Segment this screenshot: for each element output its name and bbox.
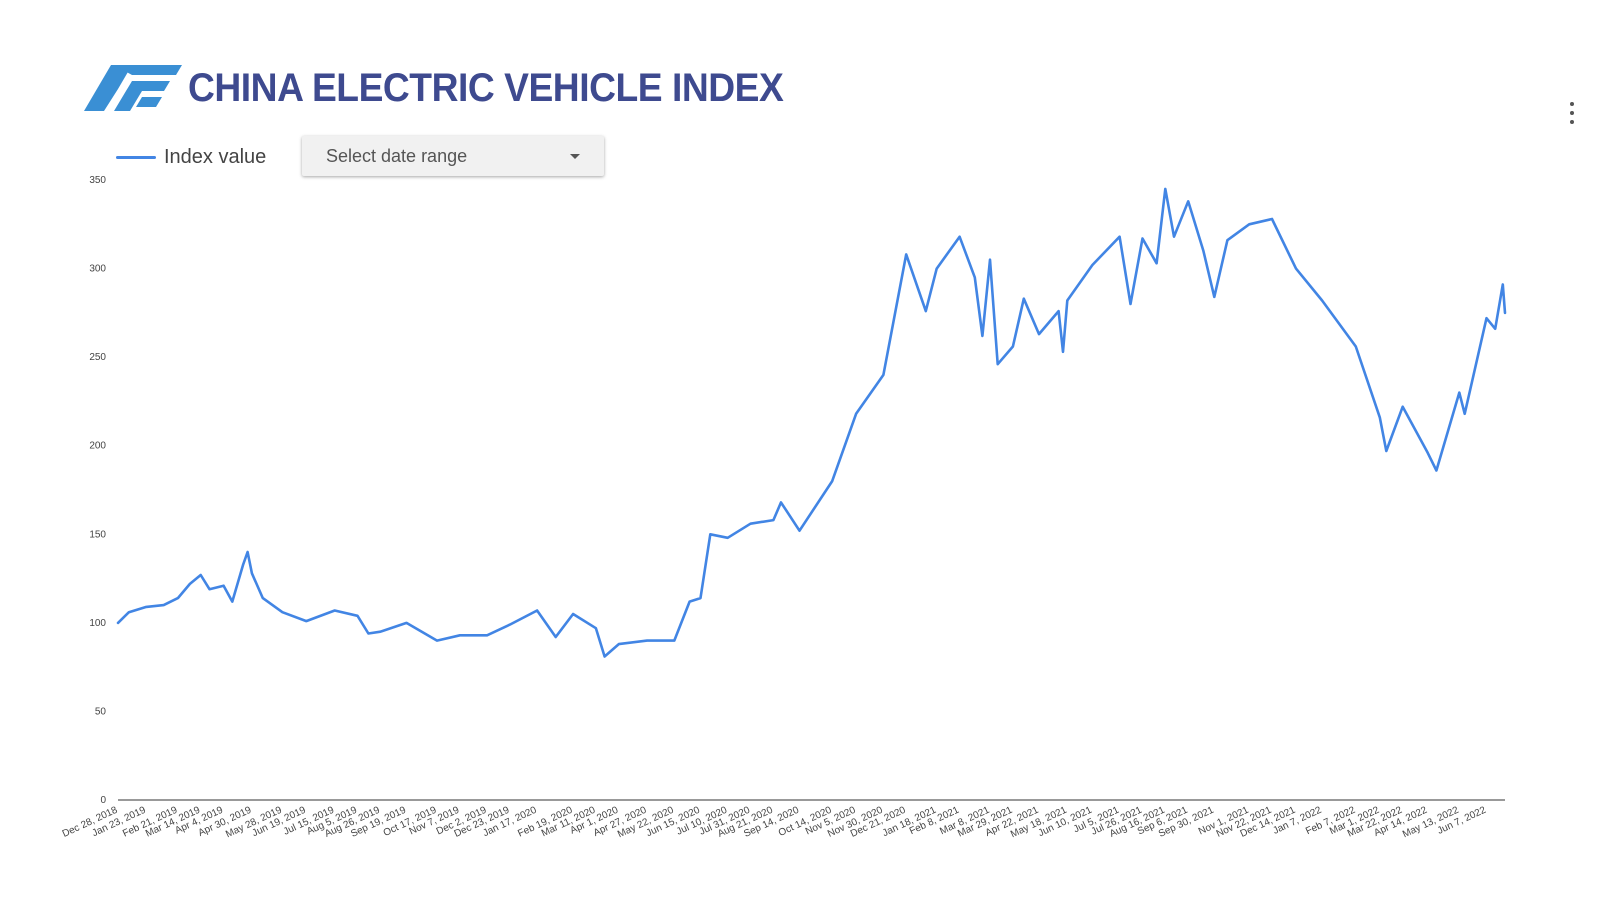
legend-label: Index value [164,146,267,168]
plot-area [116,187,1507,658]
chart-legend: Index value [116,146,266,169]
date-range-select[interactable]: Select date range [302,136,604,176]
y-tick-label: 100 [89,618,106,629]
y-tick-label: 250 [89,352,106,363]
menu-dot [1570,120,1574,124]
y-tick-label: 50 [95,706,107,717]
series-line-index-value [116,187,1507,658]
y-axis: 0 50 100 150 200 250 300 350 [89,175,106,806]
y-tick-label: 0 [100,795,106,806]
y-tick-label: 300 [89,264,106,275]
y-tick-label: 350 [89,175,106,186]
y-tick-label: 200 [89,441,106,452]
caret-down-icon [570,153,580,159]
page-title: CHINA ELECTRIC VEHICLE INDEX [188,65,784,110]
more-vert-icon[interactable] [1566,102,1578,124]
menu-dot [1570,102,1574,106]
logo-graphic [84,64,182,111]
legend-line-swatch [116,156,156,159]
menu-dot [1570,111,1574,115]
af-logo-icon [84,59,188,118]
header: CHINA ELECTRIC VEHICLE INDEX [84,60,828,116]
y-tick-label: 150 [89,529,106,540]
date-range-label: Select date range [326,145,468,166]
